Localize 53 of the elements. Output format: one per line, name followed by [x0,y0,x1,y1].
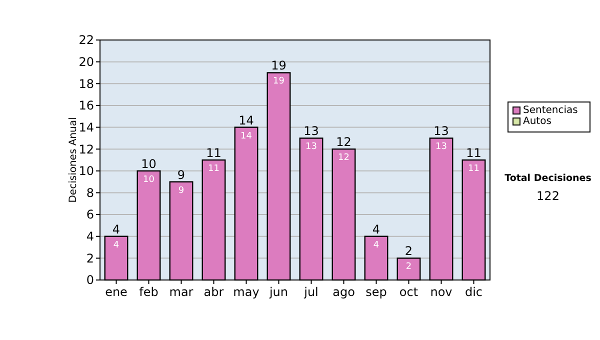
total-label: 4 [372,222,380,236]
y-tick-label: 8 [86,186,94,200]
legend-label: Autos [523,116,552,127]
data-label: 12 [338,153,350,164]
y-tick-label: 16 [78,98,94,113]
data-label: 4 [113,240,120,250]
y-tick-label: 6 [86,208,94,222]
y-tick-label: 2 [86,251,94,266]
data-label: 11 [468,164,480,174]
x-tick-label: mar [169,285,194,299]
y-tick-label: 10 [78,164,94,178]
total-label: 12 [336,135,352,150]
total-label: 2 [404,244,413,258]
total-label: 4 [112,222,120,236]
y-tick-label: 14 [78,120,94,134]
data-label: 2 [406,262,412,272]
y-tick-label: 12 [78,142,94,156]
y-tick-label: 22 [78,33,94,48]
x-tick-label: sep [366,285,387,299]
data-label: 19 [273,76,285,87]
x-tick-label: ene [105,285,128,299]
total-label: 11 [206,146,222,160]
data-label: 4 [373,240,380,250]
x-tick-label: dic [464,285,483,299]
data-label: 13 [436,142,447,152]
x-tick-label: feb [139,285,158,299]
x-tick-label: ago [332,285,355,299]
x-tick-label: oct [399,285,418,299]
data-label: 14 [240,131,252,142]
data-label: 13 [306,142,317,152]
x-tick-label: jul [303,285,318,299]
text: 122 [536,189,560,203]
total-label: 11 [466,146,482,160]
total-label: 13 [434,124,449,138]
x-tick-label: jun [268,285,288,299]
y-tick-label: 20 [78,55,94,70]
total-label: 10 [141,156,156,171]
legend-label: Sentencias [523,105,578,116]
y-axis-title: Decisiones Anual [68,117,79,203]
x-tick-label: may [233,285,260,299]
total-label: 9 [177,168,186,182]
data-label: 9 [178,186,184,196]
total-label: 13 [304,124,319,138]
text: Total Decisiones [504,173,592,184]
total-label: 14 [238,113,254,128]
x-tick-label: abr [204,285,224,299]
total-label: 19 [271,58,286,73]
x-tick-label: nov [430,285,452,299]
y-tick-label: 18 [78,76,94,91]
data-label: 11 [208,164,220,174]
data-label: 10 [143,174,155,185]
y-tick-label: 0 [86,273,94,288]
y-tick-label: 4 [86,230,94,244]
